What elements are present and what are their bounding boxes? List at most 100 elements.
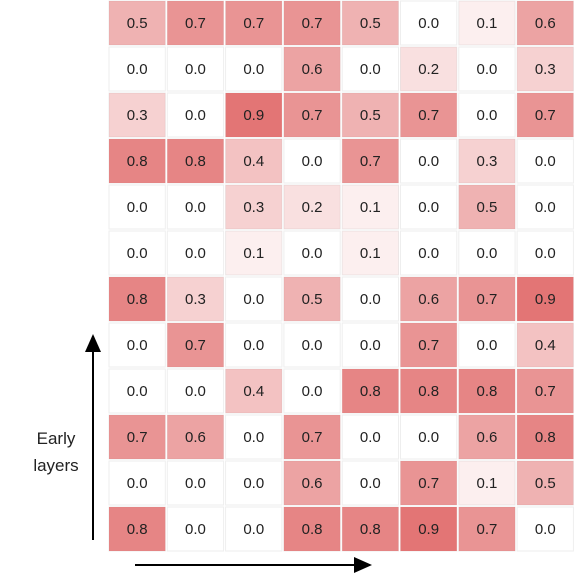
cell — [225, 460, 283, 506]
cell — [341, 414, 400, 460]
cell-label: 0.4 — [243, 153, 264, 170]
cell — [516, 46, 574, 92]
cell-fill — [342, 139, 399, 183]
cell-fill — [458, 507, 516, 551]
cell-fill — [517, 461, 574, 505]
cell-label: 0.0 — [535, 521, 556, 538]
cell-fill — [109, 93, 166, 137]
cell-label: 0.1 — [243, 245, 264, 262]
cell-label: 0.6 — [535, 15, 556, 32]
cell — [108, 46, 166, 92]
cell-fill — [342, 369, 399, 413]
cell-fill — [458, 461, 516, 505]
cell-label: 0.7 — [243, 15, 264, 32]
cell-label: 0.0 — [185, 521, 206, 538]
cell-label: 0.6 — [185, 429, 206, 446]
cell — [225, 322, 283, 368]
cell — [225, 230, 283, 276]
cell — [516, 184, 574, 230]
cell — [516, 230, 574, 276]
cell — [341, 276, 400, 322]
cell — [458, 138, 516, 184]
cell — [283, 138, 341, 184]
cell-fill — [342, 507, 399, 551]
cell — [400, 414, 458, 460]
cell-label: 0.0 — [127, 475, 148, 492]
cell — [225, 414, 283, 460]
cell-label: 0.0 — [127, 61, 148, 78]
cell-fill — [458, 1, 516, 45]
cell-label: 0.1 — [360, 245, 381, 262]
cell-label: 0.7 — [535, 383, 556, 400]
cell — [458, 46, 516, 92]
cell-fill — [109, 1, 166, 45]
cell-label: 0.0 — [535, 199, 556, 216]
cell-fill — [283, 185, 341, 229]
cell-fill — [400, 461, 457, 505]
cell-fill — [225, 1, 282, 45]
cell — [108, 368, 166, 414]
cell-label: 0.7 — [535, 107, 556, 124]
cell-fill — [517, 1, 574, 45]
cell — [458, 322, 516, 368]
cell-fill — [225, 185, 282, 229]
y-axis-label: Early layers — [33, 429, 78, 475]
cell — [108, 230, 166, 276]
cell-fill — [167, 1, 224, 45]
cell — [458, 92, 516, 138]
cell-label: 0.8 — [127, 521, 148, 538]
cell-label: 0.8 — [477, 383, 498, 400]
cell-label: 0.0 — [302, 245, 323, 262]
cell-label: 0.0 — [302, 383, 323, 400]
cell — [225, 368, 283, 414]
cell-label: 0.1 — [477, 15, 498, 32]
cell-fill — [400, 507, 457, 551]
cell-label: 0.0 — [477, 107, 498, 124]
cell-fill — [283, 93, 341, 137]
cell-label: 0.7 — [302, 15, 323, 32]
cell-label: 0.0 — [243, 291, 264, 308]
cell — [400, 230, 458, 276]
cell-label: 0.5 — [360, 107, 381, 124]
cell-fill — [342, 93, 399, 137]
cell-fill — [517, 277, 574, 321]
cell-label: 0.7 — [302, 107, 323, 124]
cell-label: 0.7 — [477, 291, 498, 308]
cell-fill — [283, 277, 341, 321]
cell-label: 0.0 — [360, 475, 381, 492]
cell — [166, 460, 225, 506]
cell-label: 0.0 — [185, 107, 206, 124]
cell-label: 0.0 — [243, 61, 264, 78]
cell — [341, 322, 400, 368]
cell-fill — [167, 139, 224, 183]
cell-fill — [109, 277, 166, 321]
cell-fill — [458, 185, 516, 229]
cell-label: 0.8 — [127, 153, 148, 170]
cell-fill — [458, 369, 516, 413]
cell-label: 0.0 — [418, 15, 439, 32]
cell — [166, 230, 225, 276]
cell — [166, 92, 225, 138]
cell-fill — [400, 47, 457, 91]
cell-fill — [283, 1, 341, 45]
cell — [108, 460, 166, 506]
cell-label: 0.0 — [243, 429, 264, 446]
cell-label: 0.0 — [185, 383, 206, 400]
cell-label: 0.0 — [243, 521, 264, 538]
cell-label: 0.7 — [418, 475, 439, 492]
cell — [400, 184, 458, 230]
cell-fill — [167, 277, 224, 321]
cell-label: 0.3 — [477, 153, 498, 170]
cell-label: 0.0 — [243, 337, 264, 354]
cell — [166, 276, 225, 322]
cell-fill — [167, 415, 224, 459]
cell-label: 0.7 — [185, 337, 206, 354]
cell-fill — [517, 47, 574, 91]
cell-fill — [109, 507, 166, 551]
cell-label: 0.7 — [185, 15, 206, 32]
cell — [516, 138, 574, 184]
cell-label: 0.7 — [477, 521, 498, 538]
cell-label: 0.2 — [418, 61, 439, 78]
cell-label: 0.0 — [477, 245, 498, 262]
cell-fill — [225, 93, 282, 137]
